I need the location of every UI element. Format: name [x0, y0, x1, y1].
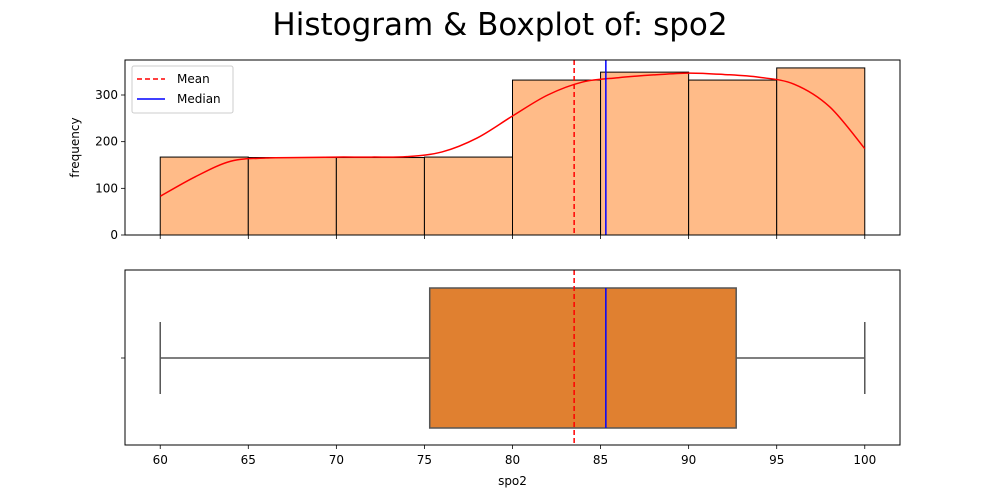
- histogram-bar-7: [776, 67, 866, 236]
- histogram-y-axis-label: frequency: [68, 117, 82, 177]
- boxplot-x-tick-label-60: 60: [153, 453, 168, 467]
- chart-title: Histogram & Boxplot of: spo2: [272, 7, 727, 43]
- histogram-bar-0: [159, 156, 249, 236]
- boxplot-x-tick-label-85: 85: [593, 453, 608, 467]
- histogram-y-ticks: 0 100 200 300: [95, 88, 125, 242]
- kde-line: [159, 72, 866, 197]
- histogram-bar-6: [688, 79, 778, 236]
- boxplot-x-tick-label-65: 65: [241, 453, 256, 467]
- legend-label-mean: Mean: [177, 72, 210, 86]
- legend-label-median: Median: [177, 92, 221, 106]
- legend: Mean Median: [131, 65, 234, 114]
- histogram-y-tick-label-200: 200: [95, 135, 118, 149]
- boxplot-x-tick-label-95: 95: [769, 453, 784, 467]
- boxplot-body: [159, 287, 866, 429]
- kde-curve: [159, 72, 866, 197]
- boxplot-x-tick-label-70: 70: [329, 453, 344, 467]
- histogram-y-tick-label-0: 0: [110, 228, 118, 242]
- boxplot-x-tick-label-80: 80: [505, 453, 520, 467]
- histogram-bar-4: [512, 79, 602, 236]
- histogram-frame: [124, 59, 901, 236]
- boxplot-x-axis-label: spo2: [498, 474, 527, 488]
- boxplot-x-tick-label-75: 75: [417, 453, 432, 467]
- histogram-y-tick-label-100: 100: [95, 181, 118, 195]
- boxplot-box: [428, 287, 737, 429]
- histogram-panel: 0 100 200 300 frequency Mean Median: [68, 59, 901, 242]
- boxplot-frame: [124, 269, 901, 446]
- histogram-bar-5: [600, 71, 690, 236]
- boxplot-x-tick-label-100: 100: [853, 453, 876, 467]
- histogram-reference-lines: [573, 60, 607, 235]
- boxplot-x-ticks: 60 65 70 75 80 85 90 95 100: [153, 445, 876, 467]
- histogram-bars: [159, 67, 866, 236]
- histogram-x-ticks: [159, 235, 866, 239]
- histogram-bar-2: [335, 157, 425, 236]
- boxplot-reference-lines: [573, 270, 607, 445]
- histogram-bar-1: [247, 157, 337, 236]
- boxplot-x-tick-label-90: 90: [681, 453, 696, 467]
- legend-box: [131, 65, 234, 114]
- histogram-bar-3: [423, 156, 514, 236]
- boxplot-panel: 60 65 70 75 80 85 90 95 100 spo2: [121, 269, 901, 488]
- histogram-y-tick-label-300: 300: [95, 88, 118, 102]
